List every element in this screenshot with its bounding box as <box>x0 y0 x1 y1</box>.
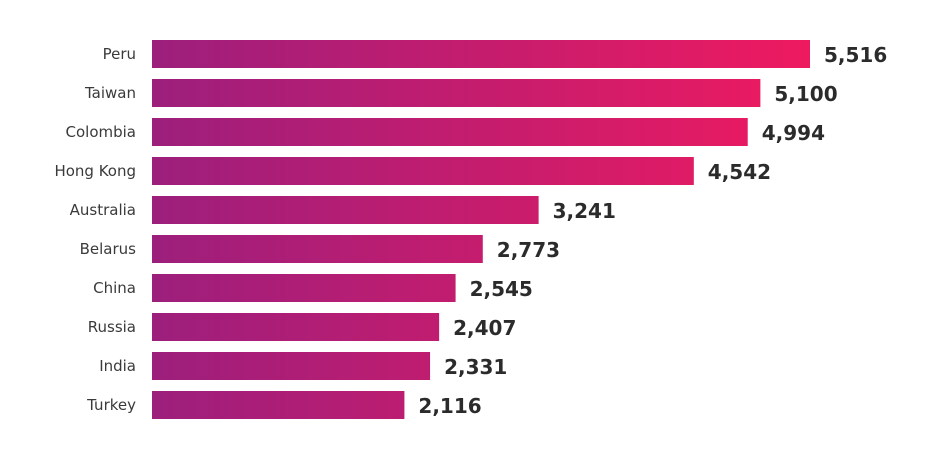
bar-russia <box>152 313 440 341</box>
category-label-turkey: Turkey <box>86 396 136 414</box>
bar-india <box>152 352 431 380</box>
value-label-turkey: 2,116 <box>418 394 481 418</box>
value-label-belarus: 2,773 <box>497 238 560 262</box>
bar-peru <box>152 40 810 68</box>
value-label-russia: 2,407 <box>453 316 516 340</box>
value-label-australia: 3,241 <box>553 199 616 223</box>
bar-china <box>152 274 456 302</box>
category-label-india: India <box>99 357 136 375</box>
bar-hong-kong <box>152 157 694 185</box>
value-label-hong-kong: 4,542 <box>708 160 771 184</box>
value-label-china: 2,545 <box>470 277 533 301</box>
value-label-india: 2,331 <box>444 355 507 379</box>
bar-colombia <box>152 118 748 146</box>
bar-taiwan <box>152 79 761 107</box>
labels-layer: Peru 5,516 Taiwan 5,100 Colombia 4,994 Hong Ko… <box>54 43 887 418</box>
value-label-taiwan: 5,100 <box>774 82 837 106</box>
category-label-russia: Russia <box>88 318 136 336</box>
category-label-colombia: Colombia <box>66 123 137 141</box>
category-label-belarus: Belarus <box>80 240 137 258</box>
bar-turkey <box>152 391 405 419</box>
value-label-peru: 5,516 <box>824 43 887 67</box>
category-label-china: China <box>93 279 136 297</box>
category-label-peru: Peru <box>103 45 136 63</box>
category-label-taiwan: Taiwan <box>84 84 136 102</box>
bar-australia <box>152 196 539 224</box>
category-label-hong-kong: Hong Kong <box>54 162 136 180</box>
bar-belarus <box>152 235 483 263</box>
bars-layer <box>152 40 810 419</box>
value-label-colombia: 4,994 <box>762 121 825 145</box>
category-label-australia: Australia <box>70 201 136 219</box>
